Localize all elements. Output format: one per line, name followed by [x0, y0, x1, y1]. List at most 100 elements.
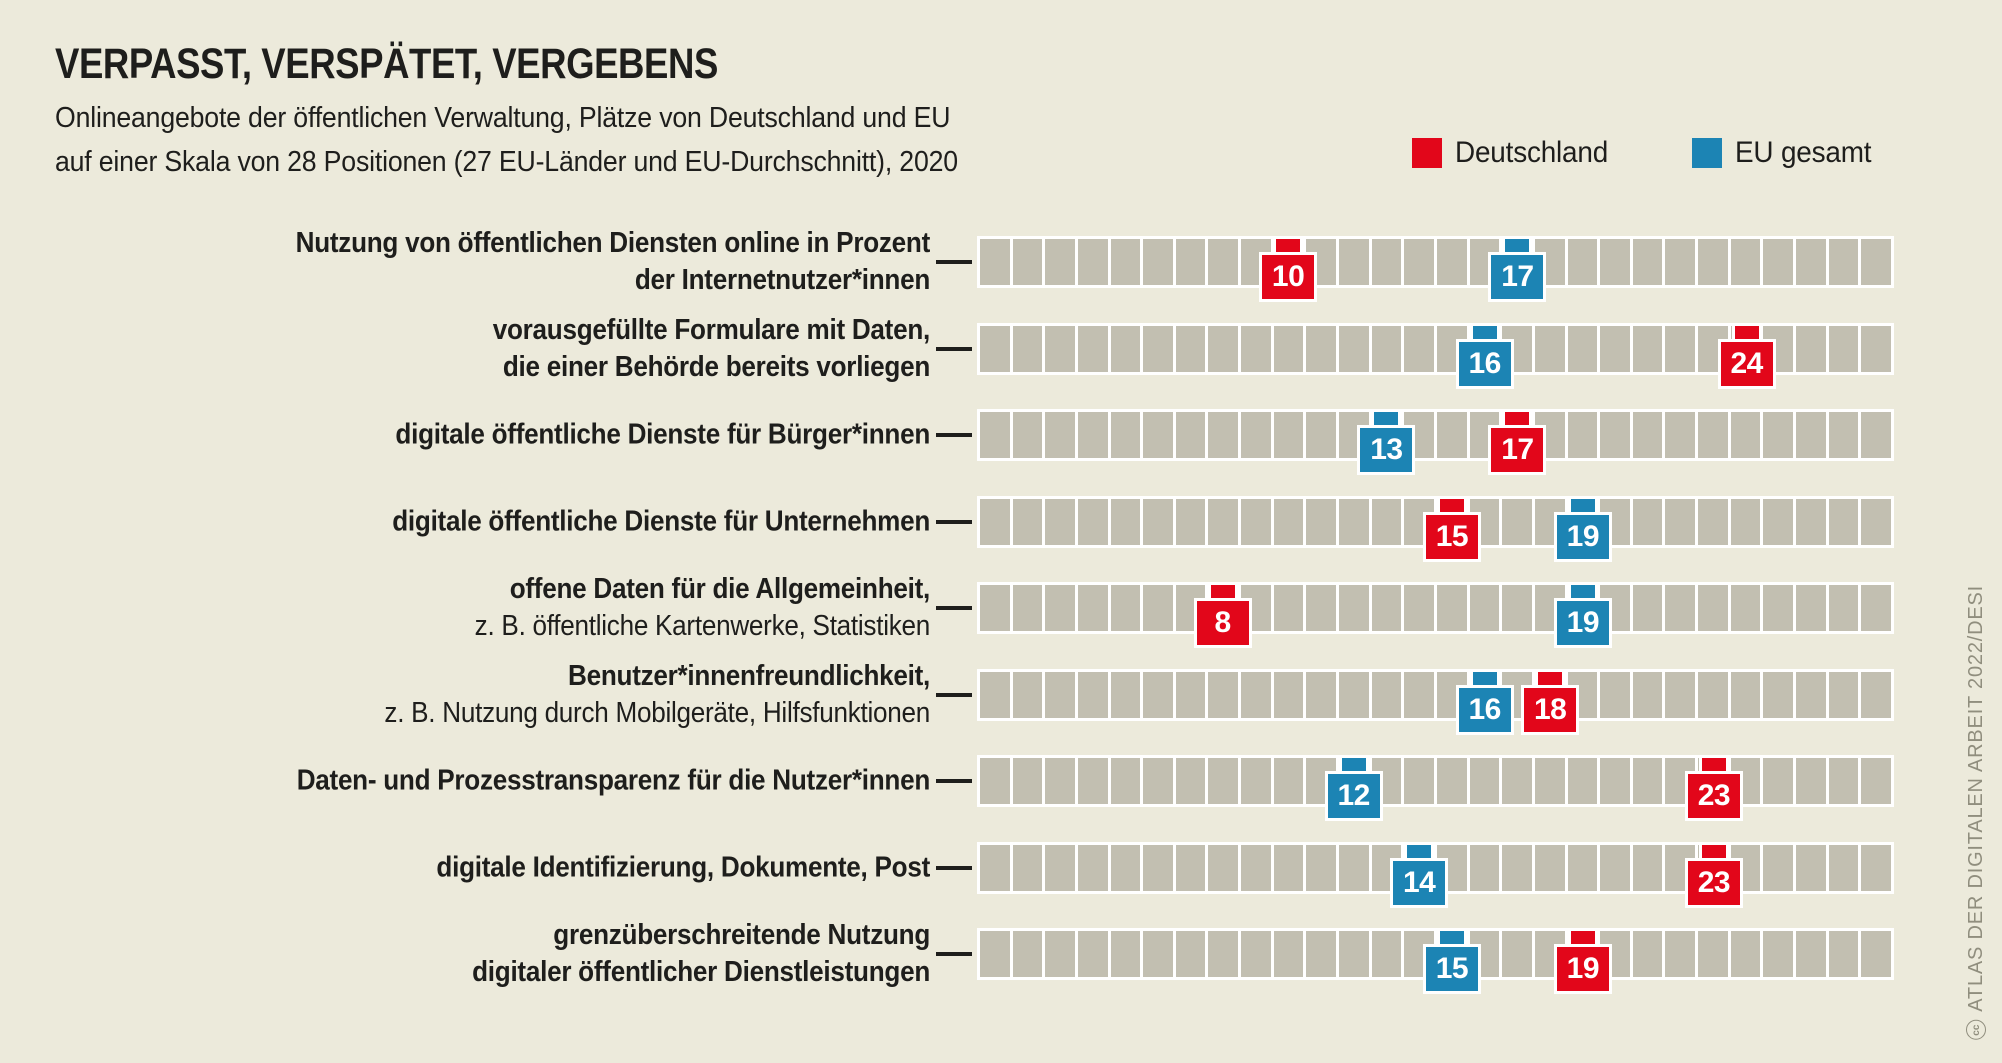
row-label: Daten- und Prozesstransparenz für die Nu…	[93, 763, 931, 800]
scale-cell	[1306, 844, 1337, 891]
page-title: VERPASST, VERSPÄTET, VERGEBENS	[55, 40, 718, 88]
scale-cell	[1175, 844, 1206, 891]
row-label-line: Benutzer*innenfreundlichkeit,	[568, 659, 930, 692]
scale-cell	[1763, 412, 1794, 458]
scale-cell	[1241, 498, 1271, 545]
eu-marker-value: 16	[1468, 346, 1501, 380]
row-label-line: Nutzung von öffentlichen Diensten online…	[295, 227, 931, 259]
scale-cell	[1502, 931, 1532, 977]
scale-cell	[1208, 671, 1239, 718]
label-connector-line	[936, 865, 972, 870]
label-connector-line	[936, 606, 972, 610]
scale-cell	[1861, 412, 1891, 458]
scale-cell	[1632, 844, 1663, 891]
deutschland-marker: 23	[1684, 841, 1743, 908]
scale-cell	[1665, 239, 1696, 285]
eu-marker-tab	[1567, 495, 1598, 513]
scale-cell	[1404, 758, 1434, 804]
scale-cell	[1600, 671, 1630, 718]
scale-cell	[1241, 758, 1271, 804]
eu-marker-value: 12	[1337, 779, 1370, 812]
scale-cell	[1110, 931, 1141, 977]
scale-cell	[1371, 325, 1402, 372]
position-strip: 17 10	[977, 236, 1894, 302]
row-label: digitale öffentliche Dienste für Unterne…	[93, 503, 930, 540]
scale-cell	[1763, 498, 1794, 545]
scale-cell	[1436, 758, 1467, 804]
scale-cell	[1143, 758, 1173, 804]
eu-marker-body: 15	[1422, 944, 1481, 994]
eu-marker-tab	[1338, 755, 1369, 772]
scale-cell	[1012, 758, 1043, 804]
scale-cell	[1828, 931, 1859, 977]
scale-cell	[1273, 325, 1304, 372]
scale-cell	[1012, 671, 1043, 718]
deutschland-marker-body: 10	[1259, 252, 1318, 302]
row-label: vorausgefüllte Formulare mit Daten, die e…	[93, 312, 931, 386]
scale-cell	[1861, 239, 1891, 285]
deutschland-marker-value: 15	[1435, 519, 1469, 553]
scale-cell	[1665, 498, 1696, 545]
scale-cell	[1045, 498, 1075, 545]
scale-cell	[1632, 671, 1663, 718]
deutschland-marker-value: 23	[1697, 779, 1731, 812]
scale-cell	[1306, 585, 1337, 631]
eu-marker-tab	[1469, 322, 1500, 340]
scale-cell	[1175, 412, 1206, 458]
scale-cell	[1208, 239, 1239, 285]
eu-marker-value: 19	[1566, 606, 1600, 639]
scale-cell	[1012, 412, 1043, 458]
deutschland-marker: 8	[1193, 582, 1252, 648]
eu-marker-body: 19	[1553, 598, 1612, 648]
scale-cell	[1600, 844, 1630, 891]
deutschland-marker-body: 19	[1553, 944, 1612, 994]
scale-cell	[1208, 498, 1239, 545]
scale-cell	[1861, 585, 1891, 631]
scale-cell	[1077, 585, 1108, 631]
scale-cell	[1143, 585, 1173, 631]
label-connector-line	[936, 692, 972, 697]
scale-cell	[1698, 498, 1728, 545]
scale-cell	[1045, 931, 1075, 977]
label-connector-line	[936, 433, 972, 437]
deutschland-marker-value: 8	[1214, 606, 1232, 639]
deutschland-marker-body: 18	[1521, 684, 1580, 735]
eu-marker-tab	[1404, 841, 1435, 859]
scale-cell	[1698, 931, 1728, 977]
scale-cell	[1077, 239, 1108, 285]
scale-cell	[1730, 498, 1761, 545]
scale-cell	[1175, 498, 1206, 545]
scale-cell	[1534, 758, 1565, 804]
deutschland-marker-value: 24	[1730, 346, 1763, 380]
position-strip: 19 15	[977, 495, 1894, 562]
cc-license-icon: cc	[1966, 1020, 1987, 1040]
scale-cell	[1143, 671, 1173, 718]
row-label: digitale Identifizierung, Dokumente, Pos…	[93, 849, 930, 886]
scale-cell	[1502, 758, 1532, 804]
chart-row: offene Daten für die Allgemeinheit, z. B.…	[0, 573, 2002, 648]
scale-cell	[980, 758, 1010, 804]
row-label-line: der Internetnutzer*innen	[634, 264, 930, 296]
scale-cell	[980, 498, 1010, 545]
chart-row: vorausgefüllte Formulare mit Daten, die e…	[0, 314, 2002, 389]
scale-cell	[1012, 931, 1043, 977]
scale-cell	[1339, 671, 1369, 718]
deutschland-marker: 10	[1259, 236, 1318, 302]
scale-cell	[1306, 412, 1337, 458]
scale-cell	[1404, 671, 1434, 718]
scale-cell	[1371, 239, 1402, 285]
scale-cell	[1045, 758, 1075, 804]
scale-cell	[1632, 325, 1663, 372]
chart-row: grenzüberschreitende Nutzung digitaler öf…	[0, 919, 2002, 994]
scale-cell	[980, 931, 1010, 977]
scale-cell	[1208, 412, 1239, 458]
scale-cell	[1077, 412, 1108, 458]
deutschland-marker-tab	[1535, 668, 1566, 686]
scale-cell	[1861, 758, 1891, 804]
eu-marker-value: 14	[1402, 865, 1436, 899]
legend-item-eu: EU gesamt	[1692, 136, 1882, 170]
scale-cell	[1730, 585, 1761, 631]
label-connector-line	[936, 779, 972, 783]
scale-cell	[1502, 498, 1532, 545]
scale-cell	[1273, 671, 1304, 718]
